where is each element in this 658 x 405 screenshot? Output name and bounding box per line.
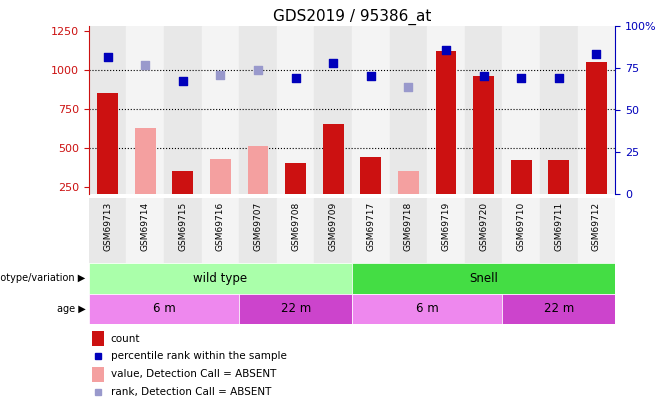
Bar bbox=[390, 26, 427, 194]
Text: count: count bbox=[111, 334, 140, 343]
Bar bbox=[315, 198, 352, 263]
Bar bbox=[352, 26, 390, 194]
Text: GSM69708: GSM69708 bbox=[291, 202, 300, 251]
Text: wild type: wild type bbox=[193, 272, 247, 285]
Text: GSM69709: GSM69709 bbox=[329, 202, 338, 251]
Point bbox=[215, 71, 226, 78]
Bar bbox=[352, 294, 503, 324]
Bar bbox=[436, 51, 457, 194]
Bar bbox=[277, 198, 315, 263]
Bar bbox=[578, 26, 615, 194]
Text: 6 m: 6 m bbox=[153, 302, 176, 315]
Bar bbox=[201, 198, 240, 263]
Text: GSM69717: GSM69717 bbox=[367, 202, 375, 251]
Point bbox=[178, 77, 188, 84]
Text: GSM69713: GSM69713 bbox=[103, 202, 112, 251]
Bar bbox=[586, 62, 607, 194]
Bar bbox=[473, 76, 494, 194]
Bar bbox=[315, 26, 352, 194]
Text: GSM69716: GSM69716 bbox=[216, 202, 225, 251]
Point bbox=[328, 60, 338, 66]
Text: 22 m: 22 m bbox=[544, 302, 574, 315]
Point bbox=[441, 47, 451, 53]
Text: rank, Detection Call = ABSENT: rank, Detection Call = ABSENT bbox=[111, 387, 271, 397]
Point bbox=[478, 73, 489, 79]
Bar bbox=[92, 331, 104, 346]
Text: GSM69715: GSM69715 bbox=[178, 202, 188, 251]
Bar bbox=[427, 26, 465, 194]
Text: GSM69718: GSM69718 bbox=[404, 202, 413, 251]
Bar bbox=[465, 198, 503, 263]
Bar bbox=[352, 198, 390, 263]
Bar bbox=[465, 26, 503, 194]
Bar bbox=[240, 26, 277, 194]
Text: Snell: Snell bbox=[469, 272, 498, 285]
Bar bbox=[503, 26, 540, 194]
Bar bbox=[277, 26, 315, 194]
Bar bbox=[164, 26, 201, 194]
Bar bbox=[126, 198, 164, 263]
Point bbox=[253, 67, 263, 73]
Point bbox=[591, 51, 601, 58]
Bar bbox=[89, 263, 352, 294]
Bar bbox=[286, 163, 306, 194]
Bar bbox=[398, 171, 418, 194]
Bar bbox=[247, 146, 268, 194]
Bar bbox=[97, 93, 118, 194]
Text: GSM69711: GSM69711 bbox=[554, 202, 563, 251]
Text: age ▶: age ▶ bbox=[57, 304, 86, 314]
Bar bbox=[89, 294, 240, 324]
Text: GSM69710: GSM69710 bbox=[517, 202, 526, 251]
Text: GSM69720: GSM69720 bbox=[479, 202, 488, 251]
Bar bbox=[549, 160, 569, 194]
Bar bbox=[135, 128, 155, 194]
Bar bbox=[323, 124, 343, 194]
Bar bbox=[503, 198, 540, 263]
Bar bbox=[240, 294, 352, 324]
Bar bbox=[210, 159, 231, 194]
Text: GSM69719: GSM69719 bbox=[442, 202, 451, 251]
Text: 6 m: 6 m bbox=[416, 302, 439, 315]
Text: genotype/variation ▶: genotype/variation ▶ bbox=[0, 273, 86, 283]
Text: GSM69707: GSM69707 bbox=[253, 202, 263, 251]
Point bbox=[366, 73, 376, 79]
Bar bbox=[503, 294, 615, 324]
Bar bbox=[89, 26, 126, 194]
Point bbox=[403, 84, 414, 90]
Bar bbox=[578, 198, 615, 263]
Bar bbox=[240, 198, 277, 263]
Bar bbox=[352, 263, 615, 294]
Bar bbox=[164, 198, 201, 263]
Bar bbox=[92, 367, 104, 382]
Title: GDS2019 / 95386_at: GDS2019 / 95386_at bbox=[273, 9, 431, 25]
Text: percentile rank within the sample: percentile rank within the sample bbox=[111, 352, 286, 361]
Bar bbox=[390, 198, 427, 263]
Bar bbox=[201, 26, 240, 194]
Text: value, Detection Call = ABSENT: value, Detection Call = ABSENT bbox=[111, 369, 276, 379]
Text: 22 m: 22 m bbox=[280, 302, 311, 315]
Point bbox=[103, 54, 113, 61]
Point bbox=[553, 75, 564, 81]
Text: GSM69712: GSM69712 bbox=[592, 202, 601, 251]
Bar bbox=[540, 26, 578, 194]
Bar bbox=[540, 198, 578, 263]
Text: GSM69714: GSM69714 bbox=[141, 202, 150, 251]
Point bbox=[516, 75, 526, 81]
Bar bbox=[89, 198, 126, 263]
Bar bbox=[126, 26, 164, 194]
Point bbox=[290, 75, 301, 81]
Bar bbox=[172, 171, 193, 194]
Bar bbox=[511, 160, 532, 194]
Bar bbox=[361, 157, 381, 194]
Point bbox=[140, 62, 151, 68]
Bar bbox=[427, 198, 465, 263]
